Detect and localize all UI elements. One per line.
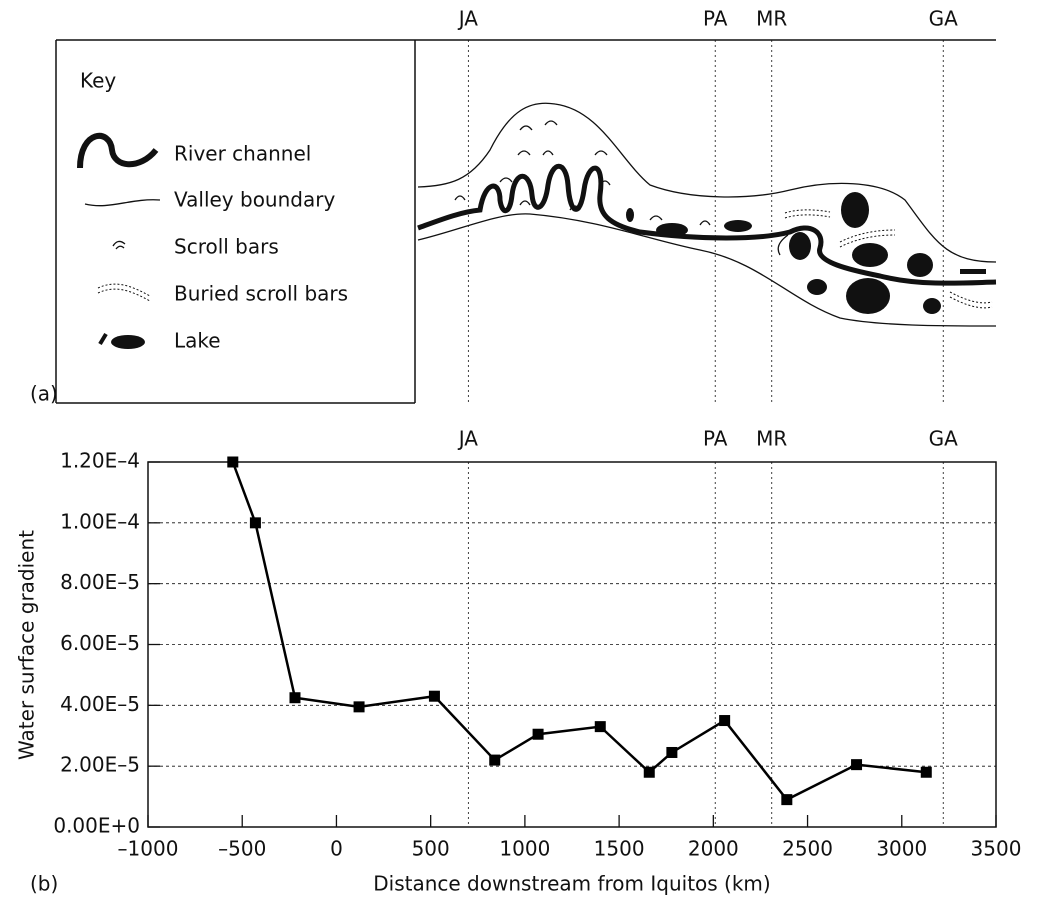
data-point — [353, 701, 365, 713]
marker-label: GA — [929, 7, 958, 31]
x-tick-label: –500 — [218, 837, 266, 861]
lake — [841, 192, 869, 228]
data-point — [227, 456, 239, 468]
lake — [807, 279, 827, 295]
y-tick-label: 8.00E–5 — [60, 570, 140, 594]
data-point — [594, 721, 606, 733]
valley-boundary — [417, 102, 997, 263]
key-label: River channel — [174, 142, 311, 166]
marker-label: PA — [703, 427, 728, 451]
lake — [852, 243, 888, 267]
key-label: Buried scroll bars — [174, 282, 348, 306]
y-tick-label: 4.00E–5 — [60, 692, 140, 716]
lake — [626, 208, 634, 222]
data-point — [920, 766, 932, 778]
y-tick-label: 1.20E–4 — [60, 449, 140, 473]
x-tick-label: 1500 — [594, 837, 645, 861]
marker-label: JA — [457, 427, 479, 451]
valley-boundary — [417, 213, 997, 327]
lakes — [626, 192, 986, 314]
panel-label: (b) — [30, 872, 58, 896]
y-tick-label: 1.00E–4 — [60, 509, 140, 533]
data-point — [249, 517, 261, 529]
key-icon — [98, 332, 108, 346]
x-tick-label: –1000 — [118, 837, 179, 861]
marker-label: JA — [457, 7, 479, 31]
x-tick-label: 2000 — [688, 837, 739, 861]
marker-label: GA — [929, 427, 958, 451]
key-label: Lake — [174, 329, 221, 353]
x-axis-title: Distance downstream from Iquitos (km) — [373, 872, 770, 896]
lake — [960, 269, 986, 274]
data-point — [532, 728, 544, 740]
marker-label: MR — [756, 7, 787, 31]
lake — [923, 298, 941, 314]
data-point — [666, 746, 678, 758]
key-icon — [84, 199, 161, 207]
y-tick-label: 2.00E–5 — [60, 753, 140, 777]
data-point — [428, 690, 440, 702]
x-tick-label: 0 — [330, 837, 343, 861]
key-icon — [111, 335, 145, 349]
panel-label: (a) — [30, 382, 58, 406]
lake — [907, 253, 933, 277]
key-icon — [112, 240, 126, 250]
marker-label: MR — [756, 427, 787, 451]
y-axis-title: Water surface gradient — [15, 530, 39, 760]
lake — [724, 220, 752, 232]
y-tick-label: 6.00E–5 — [60, 631, 140, 655]
data-point — [643, 766, 655, 778]
scroll-bars — [454, 120, 789, 256]
data-point — [781, 794, 793, 806]
data-point — [719, 715, 731, 727]
key-icon — [77, 132, 159, 169]
key-title: Key — [80, 69, 116, 93]
lake — [846, 278, 890, 314]
x-tick-label: 500 — [412, 837, 450, 861]
key-label: Valley boundary — [174, 188, 335, 212]
x-tick-label: 3500 — [971, 837, 1022, 861]
x-tick-label: 2500 — [782, 837, 833, 861]
lake — [656, 223, 688, 237]
data-point — [851, 759, 863, 771]
buried-scroll-bars — [784, 209, 993, 309]
marker-label: PA — [703, 7, 728, 31]
data-line — [231, 461, 927, 802]
data-point — [489, 754, 501, 766]
x-tick-label: 3000 — [876, 837, 927, 861]
key-icon — [97, 283, 151, 302]
y-tick-label: 0.00E+0 — [53, 814, 140, 838]
lake — [789, 232, 811, 260]
x-tick-label: 1000 — [499, 837, 550, 861]
key-label: Scroll bars — [174, 235, 279, 259]
river-channel — [417, 163, 997, 286]
data-point — [289, 692, 301, 704]
